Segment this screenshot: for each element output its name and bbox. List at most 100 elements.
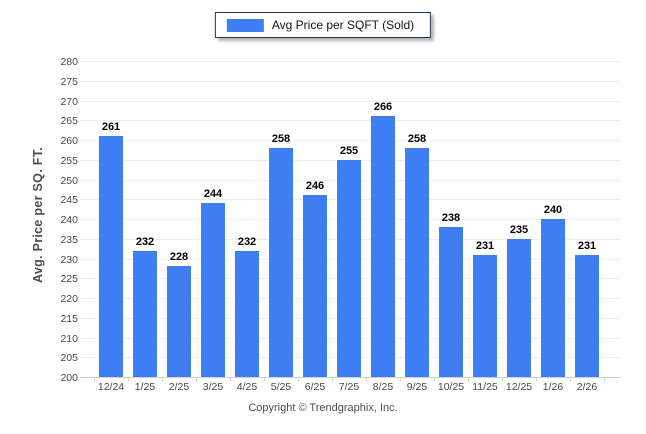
bar-value-label: 261 xyxy=(101,121,121,133)
x-axis-tick-mark xyxy=(264,377,265,381)
bar-slot: 231 2/26 xyxy=(570,62,604,393)
bars-area: 261 12/24 232 1/25 228 2/25 244 3/25 232 4/25 258 5… xyxy=(94,62,604,393)
y-axis-tick-label: 215 xyxy=(60,312,78,325)
copyright-text: Copyright © Trendgraphix, Inc. xyxy=(248,402,398,414)
y-axis-tick-label: 210 xyxy=(60,332,78,345)
gridline xyxy=(80,61,621,62)
y-axis-tick-label: 270 xyxy=(60,95,78,108)
x-axis-tick-label: 2/26 xyxy=(576,381,598,393)
bar-value-label: 258 xyxy=(407,133,427,145)
x-axis-tick-label: 12/25 xyxy=(505,381,533,393)
x-axis-tick-label: 8/25 xyxy=(372,381,394,393)
y-axis-tick-label: 240 xyxy=(60,214,78,226)
bar-value-label: 231 xyxy=(475,240,495,252)
y-axis-title: Avg. Price per SQ. FT. xyxy=(31,146,45,284)
gridline xyxy=(80,80,621,82)
x-axis-tick-mark xyxy=(332,377,333,381)
bar-slot: 266 8/25 xyxy=(366,62,400,393)
gridline xyxy=(80,140,621,141)
bar xyxy=(575,255,599,377)
bar-value-label: 258 xyxy=(271,133,291,145)
bar-slot: 258 5/25 xyxy=(264,62,298,393)
bar-value-label: 240 xyxy=(543,204,563,216)
bar-slot: 228 2/25 xyxy=(162,62,196,393)
bar xyxy=(133,251,157,377)
x-axis-tick-label: 11/25 xyxy=(472,381,498,393)
bar-value-label: 266 xyxy=(373,101,393,113)
bar xyxy=(269,148,293,377)
x-axis-tick-mark xyxy=(400,377,401,381)
bar xyxy=(235,251,259,377)
y-axis-tick-label: 275 xyxy=(60,75,78,88)
bar-slot: 231 11/25 xyxy=(468,62,502,393)
bar xyxy=(167,266,191,377)
bar-value-label: 232 xyxy=(135,236,155,248)
x-axis-tick-label: 5/25 xyxy=(270,381,292,393)
x-axis-tick-mark xyxy=(468,377,469,381)
x-axis-tick-label: 7/25 xyxy=(338,381,360,393)
bar xyxy=(405,148,429,377)
bar xyxy=(303,195,327,377)
y-axis-tick-label: 225 xyxy=(60,273,78,286)
y-axis-tick-label: 250 xyxy=(60,174,78,187)
bar-slot: 261 12/24 xyxy=(94,62,128,393)
bar-value-label: 231 xyxy=(577,240,597,252)
y-axis-tick-label: 220 xyxy=(60,293,78,305)
bar-slot: 244 3/25 xyxy=(196,62,230,393)
bar-value-label: 235 xyxy=(509,224,529,236)
bar xyxy=(99,136,123,377)
x-axis-tick-mark xyxy=(366,377,367,381)
bar-value-label: 232 xyxy=(237,236,257,248)
bar-slot: 240 1/26 xyxy=(536,62,570,393)
x-axis-tick-mark xyxy=(298,377,299,381)
bar-slot: 235 12/25 xyxy=(502,62,536,393)
bar-slot: 255 7/25 xyxy=(332,62,366,393)
gridline xyxy=(80,100,621,102)
x-axis-tick-mark xyxy=(230,377,231,381)
x-axis-tick-mark xyxy=(536,377,537,381)
x-axis-tick-label: 3/25 xyxy=(202,381,224,393)
bar xyxy=(337,160,361,377)
x-axis-tick-mark xyxy=(502,377,503,381)
y-axis-tick-label: 200 xyxy=(60,372,78,384)
y-axis-tick-label: 205 xyxy=(60,352,78,365)
y-axis-tick-label: 260 xyxy=(60,135,78,147)
bar-slot: 232 4/25 xyxy=(230,62,264,393)
x-axis-tick-label: 1/25 xyxy=(134,381,156,393)
x-axis-tick-mark xyxy=(604,377,605,381)
x-axis-tick-label: 2/25 xyxy=(168,381,190,393)
bar xyxy=(541,219,565,377)
bar xyxy=(201,203,225,377)
x-axis-tick-mark xyxy=(570,377,571,381)
bar xyxy=(473,255,497,377)
y-axis-tick-label: 245 xyxy=(60,194,78,207)
x-axis-tick-mark xyxy=(196,377,197,381)
plot-area: 261 12/24 232 1/25 228 2/25 244 3/25 232 4/25 258 5… xyxy=(80,61,621,393)
legend-label: Avg Price per SQFT (Sold) xyxy=(271,18,415,32)
bar-slot: 258 9/25 xyxy=(400,62,434,393)
legend-swatch-icon xyxy=(226,18,264,32)
y-axis-tick-label: 280 xyxy=(60,56,78,68)
y-axis-tick-label: 255 xyxy=(60,154,78,167)
legend: Avg Price per SQFT (Sold) xyxy=(214,12,432,38)
bar-slot: 246 6/25 xyxy=(298,62,332,393)
y-axis-tick-label: 265 xyxy=(60,115,78,128)
x-axis-tick-mark xyxy=(94,377,95,381)
x-axis-tick-label: 4/25 xyxy=(236,381,258,393)
bar-slot: 232 1/25 xyxy=(128,62,162,393)
bar xyxy=(507,239,531,377)
x-axis-tick-label: 6/25 xyxy=(304,381,326,393)
x-axis-tick-label: 10/25 xyxy=(437,381,465,393)
bar xyxy=(371,116,395,377)
bar xyxy=(439,227,463,377)
x-axis-tick-label: 9/25 xyxy=(406,381,428,393)
y-axis-tick-label: 230 xyxy=(60,253,78,266)
bar-value-label: 228 xyxy=(169,251,189,263)
x-axis-tick-mark xyxy=(434,377,435,381)
x-axis-tick-mark xyxy=(128,377,129,381)
x-axis-tick-mark xyxy=(162,377,163,381)
bar-slot: 238 10/25 xyxy=(434,62,468,393)
bar-value-label: 244 xyxy=(203,188,223,200)
y-axis-tick-label: 235 xyxy=(60,233,78,246)
gridline xyxy=(80,120,621,122)
